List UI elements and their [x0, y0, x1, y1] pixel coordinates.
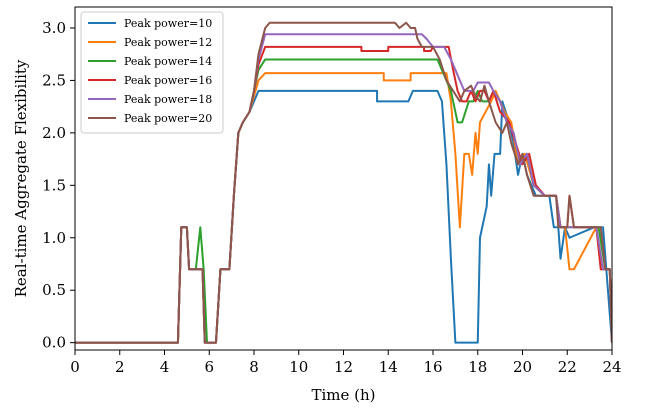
- legend-label-1: Peak power=10: [124, 17, 212, 30]
- x-tick-label: 24: [602, 358, 621, 376]
- x-tick-label: 2: [115, 358, 125, 376]
- series-line-6: [75, 21, 612, 344]
- x-axis-label: Time (h): [311, 386, 375, 404]
- legend-label-6: Peak power=20: [124, 112, 212, 125]
- x-tick-label: 12: [334, 358, 353, 376]
- x-tick-label: 22: [558, 358, 577, 376]
- legend-label-4: Peak power=16: [124, 74, 212, 87]
- y-tick-label: 1.5: [42, 176, 66, 194]
- legend-label-5: Peak power=18: [124, 93, 212, 106]
- legend-label-2: Peak power=12: [124, 36, 212, 49]
- x-tick-label: 16: [423, 358, 442, 376]
- x-tick-label: 4: [160, 358, 170, 376]
- y-tick-label: 2.0: [42, 124, 66, 142]
- x-tick-label: 10: [289, 358, 308, 376]
- legend-label-3: Peak power=14: [124, 55, 212, 68]
- x-tick-label: 0: [70, 358, 80, 376]
- legend-box: [80, 11, 224, 134]
- x-tick-label: 18: [468, 358, 487, 376]
- y-tick-label: 0.0: [42, 334, 66, 352]
- series-layer: [75, 21, 612, 344]
- y-tick-label: 3.0: [42, 19, 66, 37]
- x-tick-label: 8: [249, 358, 259, 376]
- y-axis-label: Real-time Aggregate Flexibility: [12, 59, 30, 297]
- x-tick-label: 20: [513, 358, 532, 376]
- y-tick-label: 2.5: [42, 71, 66, 89]
- x-tick-label: 14: [379, 358, 398, 376]
- y-tick-label: 0.5: [42, 281, 66, 299]
- x-tick-label: 6: [204, 358, 214, 376]
- axes-layer: 0 2 4 6 8 10 12 14 16 18 20 22 240.00.51.01.52.02.53…: [42, 6, 622, 376]
- legend: Peak power=10 Peak power=12 Peak power=14 P…: [80, 11, 224, 134]
- y-tick-label: 1.0: [42, 229, 66, 247]
